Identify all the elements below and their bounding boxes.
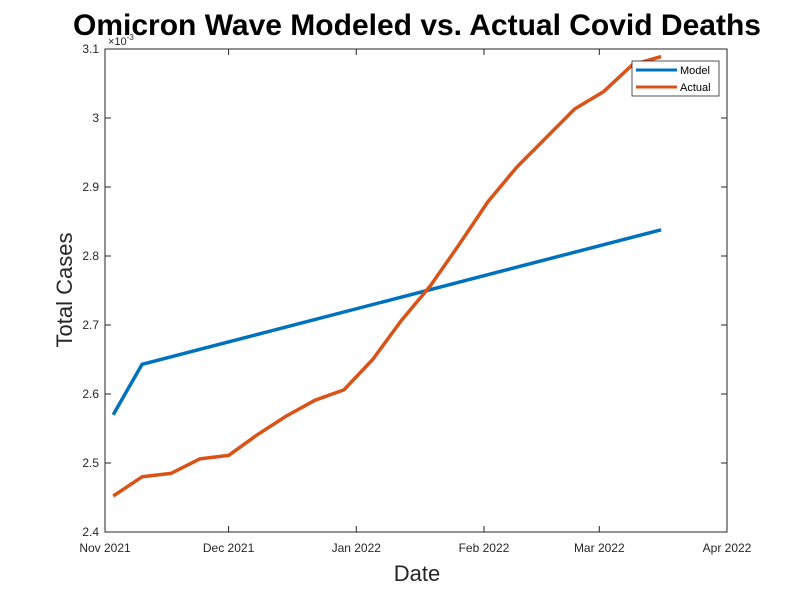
legend-actual-label: Actual <box>680 82 711 94</box>
legend[interactable]: Model Actual <box>631 60 720 97</box>
y-tick-label: 3 <box>92 111 99 125</box>
legend-box <box>631 60 720 97</box>
series-line-model <box>111 228 662 416</box>
series-layer <box>111 54 662 498</box>
y-tick-label: 2.9 <box>82 180 99 194</box>
series-line-actual <box>112 54 662 498</box>
y-tick-label: 3.1 <box>82 42 99 56</box>
y-tick-label: 2.5 <box>82 456 99 470</box>
y-axis-exponent: ×10-3 <box>108 33 134 48</box>
y-tick-label: 2.6 <box>82 387 99 401</box>
chart-title: Omicron Wave Modeled vs. Actual Covid De… <box>73 9 761 42</box>
y-tick-label: 2.8 <box>82 249 99 263</box>
x-tick-label: Mar 2022 <box>574 541 625 555</box>
plot-area <box>104 48 728 533</box>
y-axis-title: Total Cases <box>52 233 77 348</box>
y-tick-label: 2.7 <box>82 318 99 332</box>
x-tick-label: Dec 2021 <box>203 541 255 555</box>
x-tick-label: Nov 2021 <box>79 541 131 555</box>
x-axis-title: Date <box>394 561 440 586</box>
x-axis: Nov 2021 Dec 2021 Jan 2022 Feb 2022 Mar 2022… <box>79 49 752 555</box>
y-tick-label: 2.4 <box>82 525 99 539</box>
y-axis: 2.4 2.5 2.6 2.7 2.8 2.9 3 3.1 <box>82 42 727 539</box>
x-tick-label: Jan 2022 <box>332 541 382 555</box>
x-tick-label: Feb 2022 <box>459 541 510 555</box>
x-tick-label: Apr 2022 <box>703 541 752 555</box>
legend-model-label: Model <box>680 65 710 77</box>
